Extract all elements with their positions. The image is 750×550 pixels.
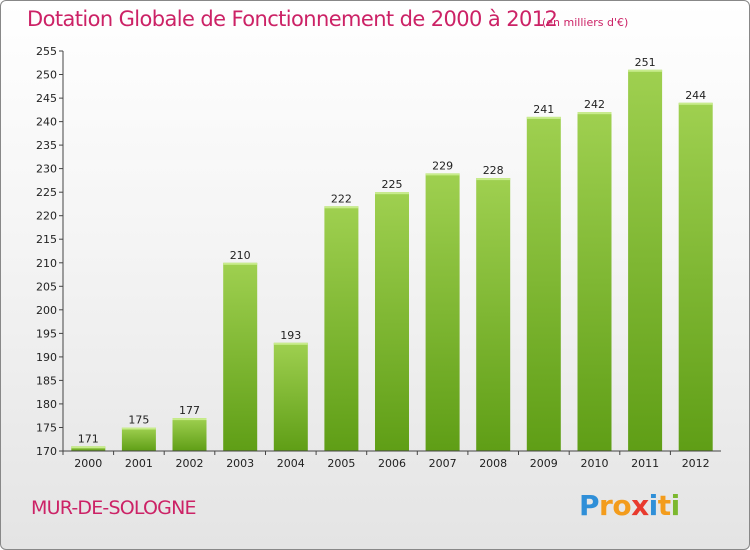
- bar-2007: [425, 173, 460, 451]
- bar-2005: [324, 206, 359, 451]
- y-tick-label-210: 210: [36, 257, 57, 270]
- y-tick-label-195: 195: [36, 327, 57, 340]
- y-tick-label-240: 240: [36, 116, 57, 129]
- y-tick-label-175: 175: [36, 422, 57, 435]
- chart-subtitle: (en milliers d'€): [542, 16, 629, 29]
- bar-highlight-2009: [526, 116, 561, 119]
- data-label-2008: 228: [483, 164, 504, 177]
- y-tick-label-220: 220: [36, 210, 57, 223]
- y-tick-label-200: 200: [36, 304, 57, 317]
- x-tick-label-2000: 2000: [74, 457, 102, 470]
- bar-highlight-2008: [476, 178, 511, 181]
- bar-2001: [121, 427, 156, 451]
- logo-letter: P: [579, 489, 600, 522]
- bar-highlight-2004: [273, 342, 308, 345]
- x-tick-label-2009: 2009: [530, 457, 558, 470]
- x-tick-label-2011: 2011: [631, 457, 659, 470]
- y-tick-label-185: 185: [36, 374, 57, 387]
- data-label-2004: 193: [280, 329, 301, 342]
- data-label-2001: 175: [128, 414, 149, 427]
- bar-highlight-2006: [375, 192, 409, 195]
- bar-2009: [526, 116, 561, 452]
- bar-highlight-2011: [628, 69, 663, 72]
- x-tick-label-2006: 2006: [378, 457, 406, 470]
- x-axis-ticks: 2000 2001 2002 2003 2004 2005 2006 2007 2008 2009…: [74, 457, 709, 470]
- x-tick-label-2008: 2008: [479, 457, 507, 470]
- bar-highlight-2002: [172, 418, 207, 421]
- bar-highlight-2001: [121, 427, 156, 430]
- y-tick-label-230: 230: [36, 163, 57, 176]
- y-tick-label-215: 215: [36, 233, 57, 246]
- data-label-2003: 210: [230, 249, 251, 262]
- y-tick-label-245: 245: [36, 92, 57, 105]
- logo-letter: t: [657, 489, 671, 522]
- y-tick-label-205: 205: [36, 280, 57, 293]
- bar-2003: [223, 262, 258, 451]
- data-label-2002: 177: [179, 404, 200, 417]
- bar-highlight-2000: [71, 446, 106, 449]
- data-label-2010: 242: [584, 98, 605, 111]
- y-tick-label-180: 180: [36, 398, 57, 411]
- y-tick-label-190: 190: [36, 351, 57, 364]
- x-tick-label-2002: 2002: [176, 457, 204, 470]
- y-tick-label-235: 235: [36, 139, 57, 152]
- bar-2011: [628, 69, 663, 452]
- x-tick-label-2004: 2004: [277, 457, 305, 470]
- bar-highlight-2010: [577, 112, 612, 115]
- x-tick-label-2010: 2010: [581, 457, 609, 470]
- bars-group: [71, 69, 713, 452]
- logo-letter: i: [648, 489, 659, 522]
- data-label-2012: 244: [685, 89, 706, 102]
- x-tick-label-2007: 2007: [429, 457, 457, 470]
- data-label-2009: 241: [533, 103, 554, 116]
- bar-highlight-2007: [425, 173, 460, 176]
- x-tick-label-2001: 2001: [125, 457, 153, 470]
- chart-title: Dotation Globale de Fonctionnement de 20…: [27, 7, 558, 31]
- bar-highlight-2012: [678, 102, 713, 105]
- commune-name: MUR-DE-SOLOGNE: [31, 497, 197, 519]
- bar-2006: [375, 192, 409, 451]
- y-axis-ticks: 170 175 180 185 190 195 200 205 210 215 220 225 230 2…: [36, 45, 63, 458]
- logo-letter: i: [670, 489, 681, 522]
- data-label-2006: 225: [382, 178, 403, 191]
- y-tick-label-225: 225: [36, 186, 57, 199]
- x-tick-label-2003: 2003: [226, 457, 254, 470]
- bar-2008: [476, 178, 511, 451]
- bar-2012: [678, 102, 713, 452]
- y-tick-label-170: 170: [36, 445, 57, 458]
- bar-2000: [71, 446, 106, 451]
- data-labels: 171 175 177 210 193 222 225 229 228 241 242 251 244: [78, 56, 706, 445]
- data-label-2000: 171: [78, 432, 99, 445]
- logo-letter: r: [599, 489, 613, 522]
- logo-letter: x: [631, 489, 649, 522]
- data-label-2011: 251: [635, 56, 656, 69]
- data-label-2005: 222: [331, 192, 352, 205]
- axes-group: [62, 51, 721, 455]
- x-tick-label-2005: 2005: [327, 457, 355, 470]
- bar-highlight-2003: [223, 262, 258, 265]
- y-tick-label-250: 250: [36, 69, 57, 82]
- proxiti-logo[interactable]: Proxiti: [579, 489, 680, 522]
- bar-2010: [577, 112, 612, 451]
- x-tick-label-2012: 2012: [682, 457, 710, 470]
- data-label-2007: 229: [432, 159, 453, 172]
- logo-letter: o: [612, 489, 632, 522]
- bar-2004: [273, 342, 308, 451]
- bar-2002: [172, 418, 207, 451]
- bar-highlight-2005: [324, 206, 359, 209]
- y-tick-label-255: 255: [36, 45, 57, 58]
